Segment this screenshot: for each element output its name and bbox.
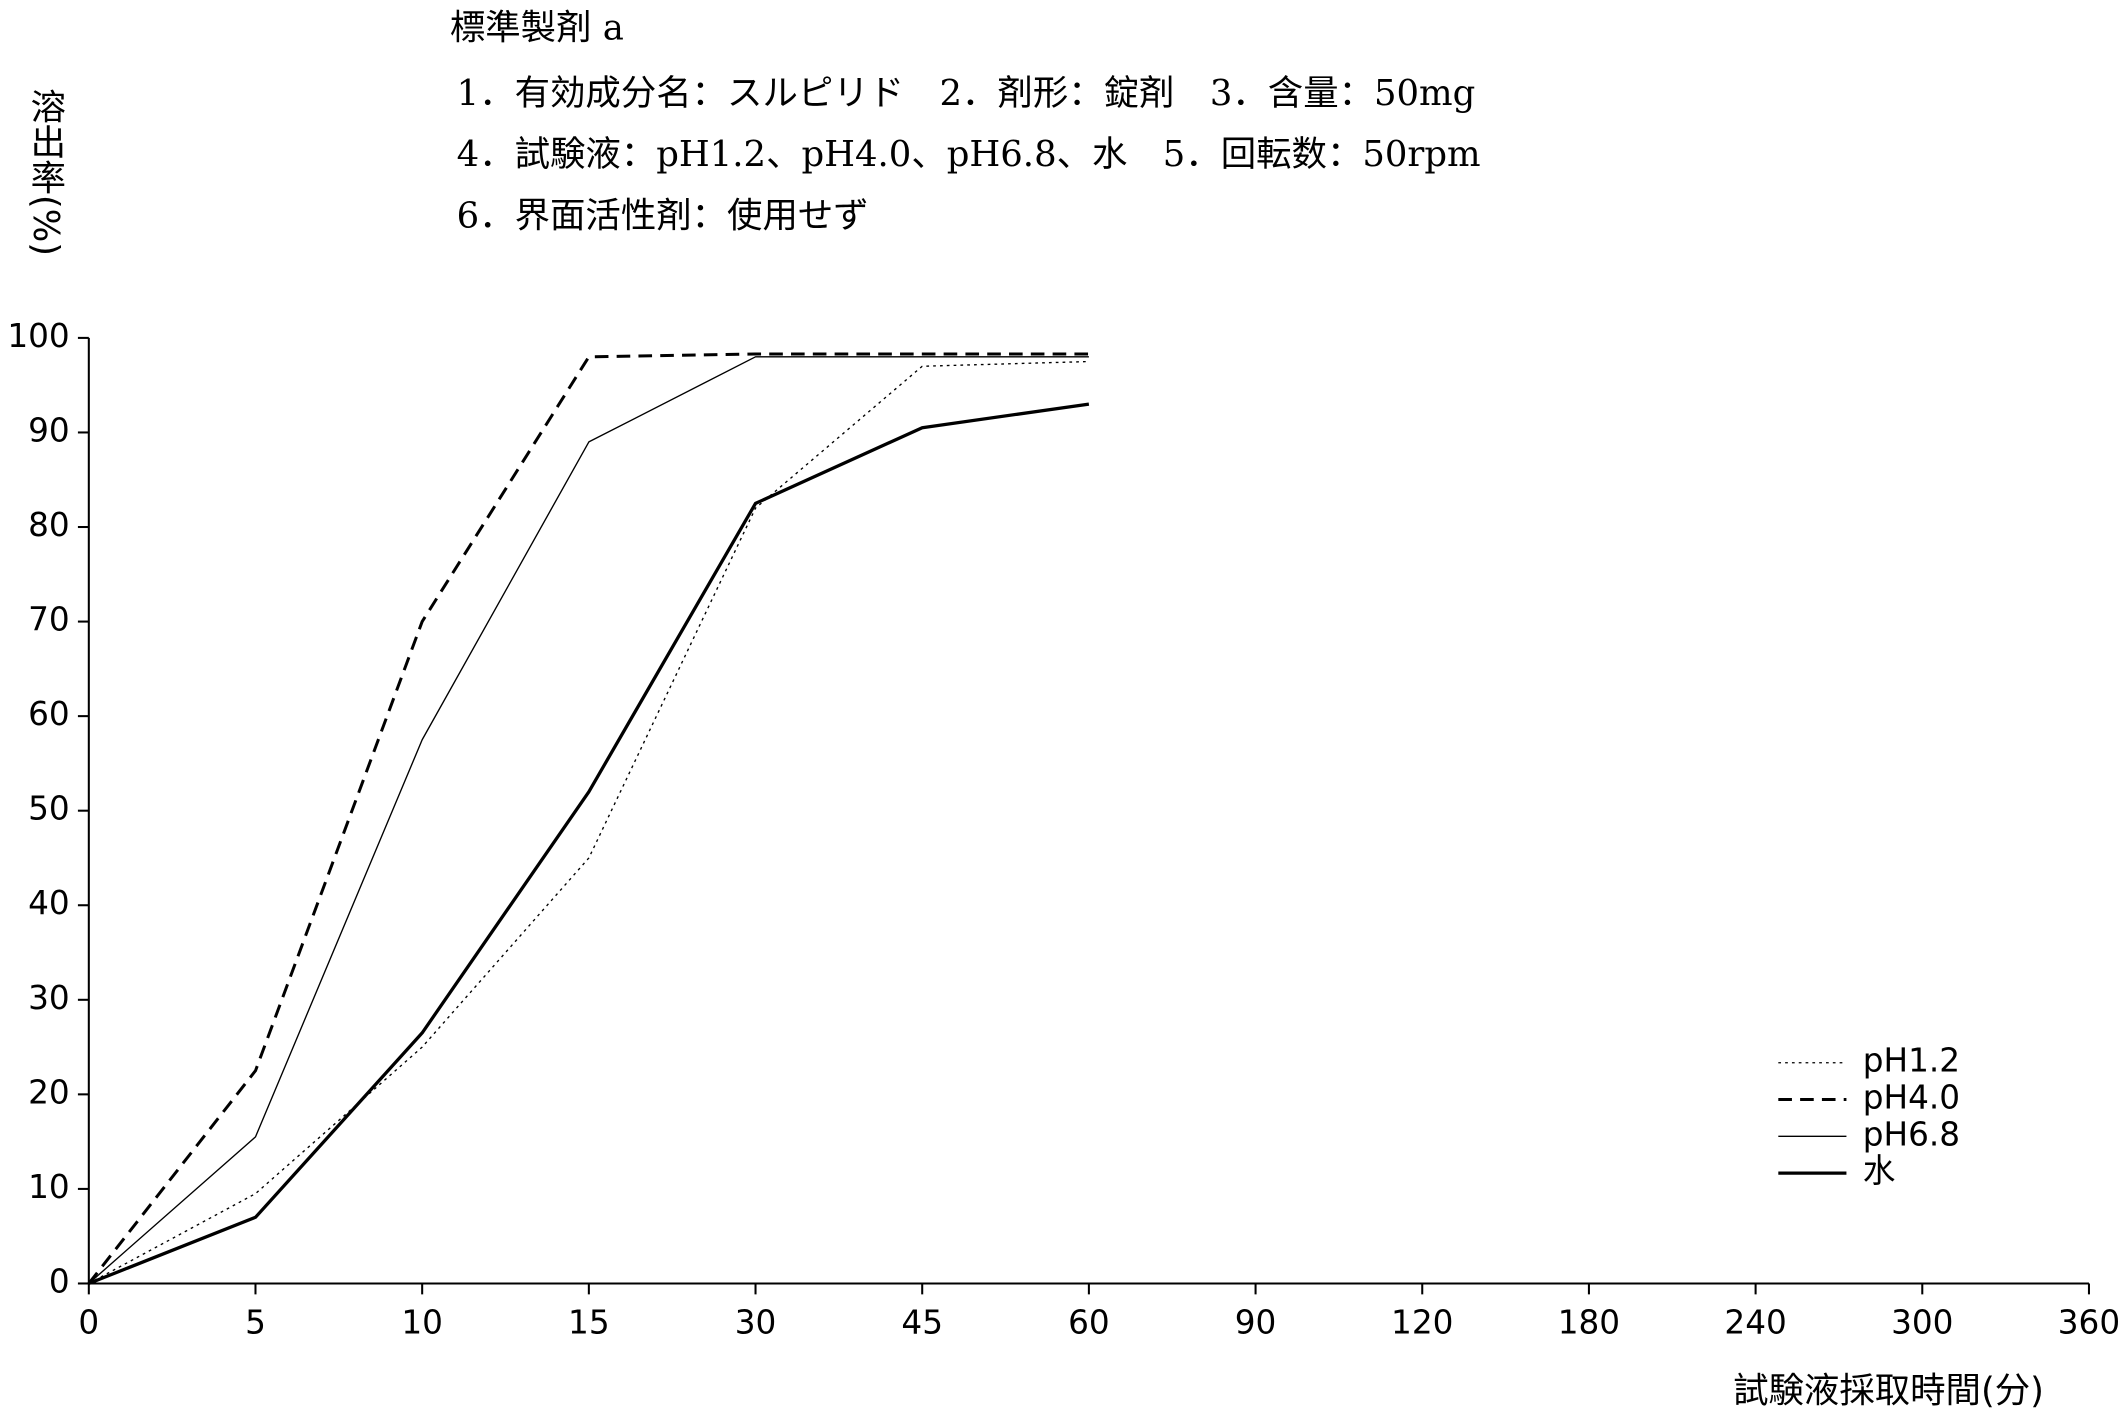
- y-tick-label: 40: [28, 884, 70, 922]
- y-tick-label: 10: [28, 1168, 70, 1206]
- x-tick-label: 10: [401, 1303, 443, 1341]
- chart-title: 標準製剤 a: [450, 7, 624, 48]
- chart-subtitle: 6．界面活性剤：使用せず: [457, 196, 869, 237]
- x-tick-label: 90: [1235, 1303, 1277, 1341]
- series-line: [88, 360, 1089, 1285]
- x-tick-label: 5: [245, 1303, 266, 1341]
- chart-subtitle: 4．試験液：pH1.2、pH4.0、pH6.8、水 5．回転数：50rpm: [457, 134, 1481, 175]
- series-line: [87, 352, 1089, 1285]
- legend-label: pH1.2: [1863, 1042, 1960, 1080]
- x-tick-label: 120: [1391, 1303, 1453, 1341]
- x-tick-label: 0: [78, 1303, 99, 1341]
- y-tick-label: 60: [28, 695, 70, 733]
- legend-label: pH6.8: [1863, 1115, 1960, 1153]
- series-line: [88, 402, 1090, 1285]
- y-axis-label: 溶出率(%): [25, 89, 66, 257]
- y-tick-label: 80: [28, 506, 70, 544]
- x-tick-label: 360: [2058, 1303, 2120, 1341]
- legend-label: pH4.0: [1863, 1079, 1960, 1117]
- y-tick-label: 0: [49, 1262, 70, 1300]
- x-tick-label: 15: [568, 1303, 610, 1341]
- x-tick-label: 60: [1068, 1303, 1110, 1341]
- y-tick-label: 20: [28, 1073, 70, 1111]
- chart-subtitle: 1．有効成分名：スルピリド 2．剤形：錠剤 3．含量：50mg: [457, 73, 1476, 114]
- y-tick-label: 90: [28, 411, 70, 449]
- y-tick-label: 30: [28, 979, 70, 1017]
- x-tick-label: 300: [1891, 1303, 1953, 1341]
- y-tick-label: 50: [28, 790, 70, 828]
- x-tick-label: 180: [1558, 1303, 1620, 1341]
- x-axis-label: 試験液採取時間(分): [1733, 1370, 2044, 1411]
- y-tick-label: 100: [7, 317, 69, 355]
- x-tick-label: 45: [901, 1303, 943, 1341]
- x-tick-label: 240: [1724, 1303, 1786, 1341]
- x-tick-label: 30: [735, 1303, 777, 1341]
- legend-label: 水: [1863, 1152, 1896, 1190]
- series-line: [88, 356, 1089, 1284]
- y-tick-label: 70: [28, 601, 70, 639]
